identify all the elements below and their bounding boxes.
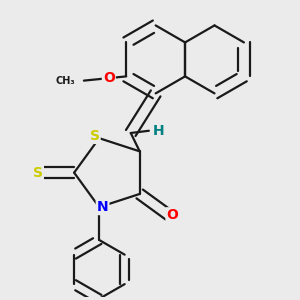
Text: O: O (103, 71, 115, 85)
Text: O: O (167, 208, 178, 222)
Text: H: H (153, 124, 165, 138)
Text: S: S (90, 129, 100, 143)
Text: N: N (97, 200, 108, 214)
Text: S: S (33, 166, 43, 180)
Text: CH₃: CH₃ (55, 76, 75, 85)
